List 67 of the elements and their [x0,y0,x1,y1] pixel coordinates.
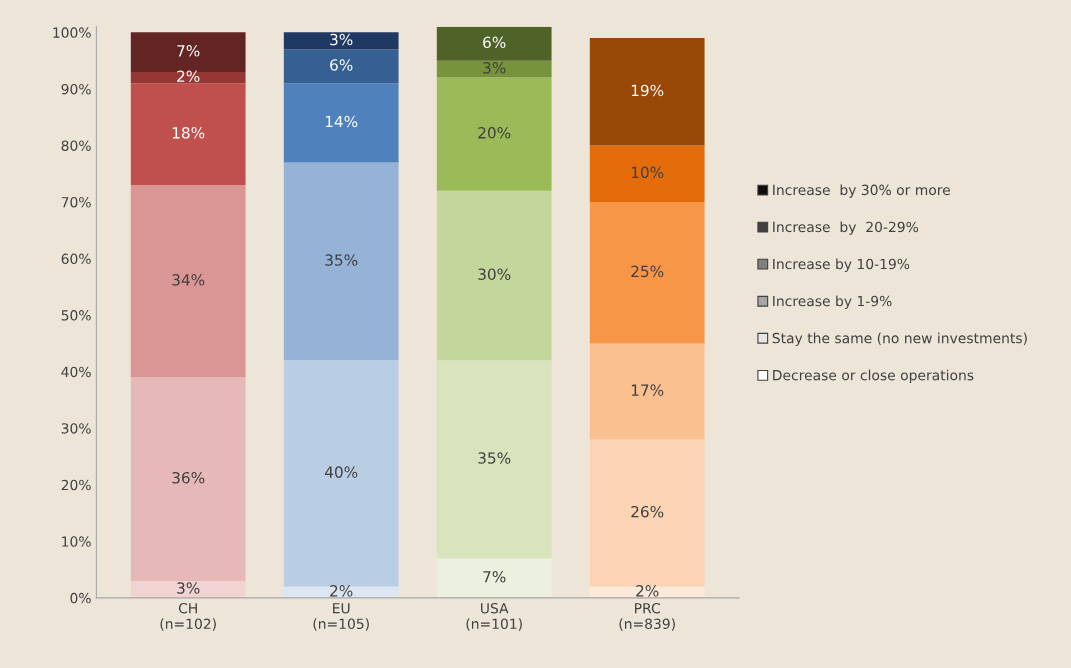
bar [589,145,705,203]
data-label: 18% [172,127,205,139]
data-label: 7% [483,570,506,583]
y-tick-label: 0% [70,592,91,604]
x-tick-label: PRC (n=839) [619,602,675,631]
data-label: 19% [631,84,664,97]
data-label: 3% [177,582,200,594]
bar [589,343,705,440]
bar [130,71,246,84]
bar [283,360,399,587]
text: Stay the same (no new investments) [772,332,1027,347]
data-label: 2% [330,585,353,597]
bar [589,439,705,587]
y-tick-label: 60% [61,253,91,265]
bar [436,60,552,78]
data-label: 34% [172,274,205,286]
data-label: 35% [478,452,511,464]
bar [130,185,246,378]
data-label: 26% [631,505,664,518]
data-label: 6% [330,59,353,71]
data-label: 17% [631,384,664,396]
data-label: 14% [325,115,358,128]
text: Increase by 1-9% [773,295,892,309]
y-tick-label: 90% [61,83,91,95]
bar [436,360,552,559]
bar [130,83,246,186]
bar [436,26,552,61]
bar [589,202,705,344]
text: Increase by 20-29% [773,221,919,235]
data-label: 6% [483,36,506,49]
data-label: 40% [324,466,358,478]
data-label: 3% [483,62,506,74]
data-label: 2% [636,585,659,597]
data-label: 36% [172,471,205,484]
bar [283,162,399,361]
data-label: 20% [478,127,511,139]
bar [283,32,399,50]
data-label: 35% [325,254,358,266]
bar [436,77,552,191]
text: Increase by 10-19% [773,258,910,272]
y-tick-label: 80% [61,140,91,151]
y-tick-label: 20% [61,479,91,491]
y-tick-label: 30% [61,423,91,434]
bar [436,558,552,598]
bar [130,377,246,581]
y-tick-label: 40% [61,366,91,378]
y-tick-label: 70% [61,196,91,208]
data-label: 30% [478,268,511,280]
data-label: 10% [631,166,664,179]
bar [283,83,399,163]
y-tick-label: 100% [53,27,91,38]
bar [436,190,552,361]
data-label: 3% [330,33,353,46]
data-label: 7% [177,45,200,57]
y-tick-label: 10% [62,536,91,547]
x-tick-label: EU (n=105) [313,603,369,631]
x-tick-label: CH (n=102) [160,602,216,631]
x-tick-label: USA (n=101) [466,602,522,631]
text: Decrease or close operations [773,369,974,384]
data-label: 25% [631,265,664,278]
bar [589,38,705,146]
text: Increase by 30% or more [773,184,950,198]
bar [283,49,399,84]
y-tick-label: 50% [61,310,91,321]
bar [130,32,246,72]
data-label: 2% [177,70,200,83]
bar [130,580,246,598]
